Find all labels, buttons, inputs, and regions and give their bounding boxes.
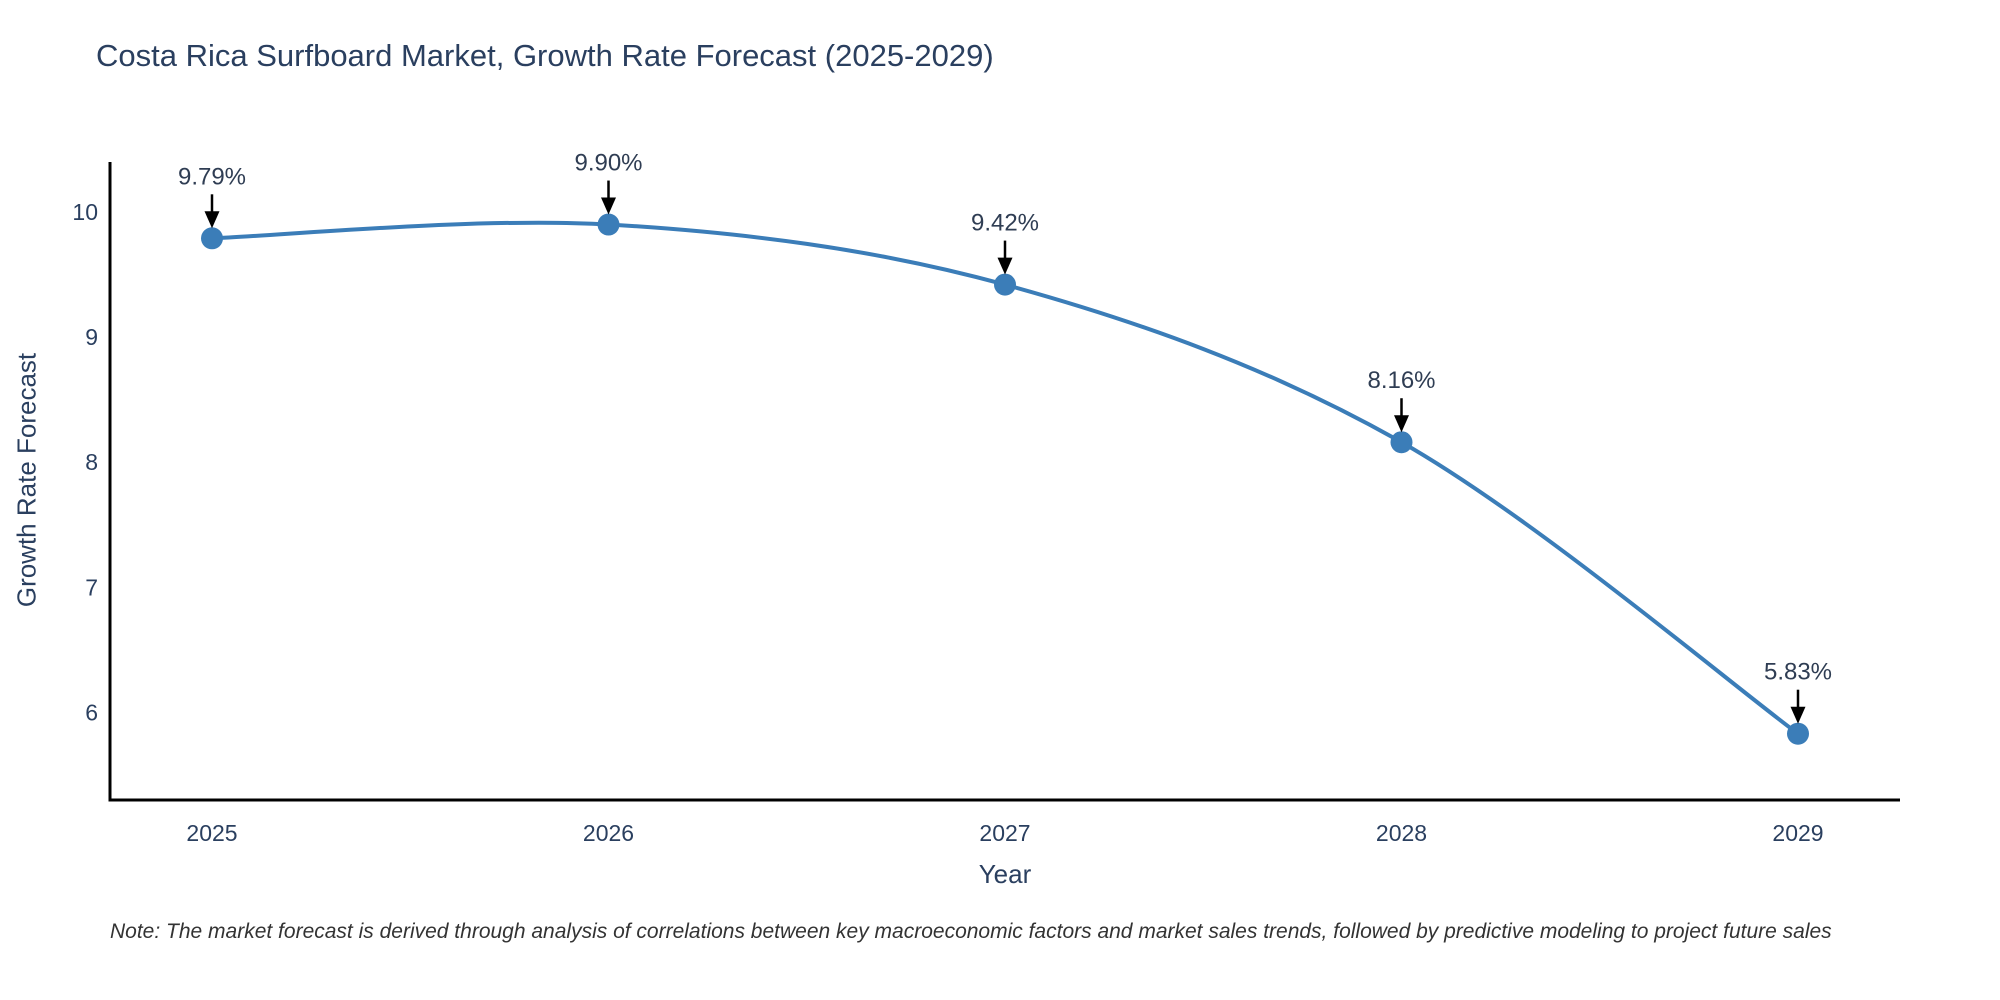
annotation-arrowhead [601, 197, 616, 215]
annotation-label: 8.16% [1367, 367, 1435, 394]
y-tick-label: 10 [72, 199, 98, 225]
data-point-marker [201, 227, 223, 250]
series-line [210, 220, 1800, 736]
annotation-label: 5.83% [1764, 659, 1832, 686]
x-tick-label: 2027 [979, 820, 1030, 846]
y-tick-label: 8 [85, 449, 98, 475]
annotation-label: 9.42% [971, 210, 1039, 237]
y-tick-label: 9 [85, 324, 98, 350]
data-point-marker [994, 273, 1016, 296]
data-point-marker [1390, 431, 1413, 454]
chart-title: Costa Rica Surfboard Market, Growth Rate… [96, 38, 994, 73]
annotation-arrowhead [204, 211, 220, 229]
footnote: Note: The market forecast is derived thr… [110, 920, 1832, 943]
x-tick-label: 2025 [186, 820, 237, 846]
data-point-marker [597, 213, 620, 236]
annotation-arrowhead [997, 257, 1013, 275]
x-tick-label: 2026 [583, 820, 634, 846]
x-axis-title: Year [978, 859, 1032, 889]
x-tick-label: 2029 [1772, 820, 1823, 846]
annotation-label: 9.90% [574, 150, 642, 177]
annotation-label: 9.79% [178, 163, 246, 190]
x-tick-label: 2028 [1376, 820, 1427, 846]
annotation-arrowhead [1790, 706, 1806, 724]
y-tick-label: 7 [85, 574, 98, 600]
y-tick-label: 6 [85, 699, 98, 725]
annotation-arrowhead [1394, 415, 1409, 433]
data-point-marker [1787, 722, 1809, 745]
